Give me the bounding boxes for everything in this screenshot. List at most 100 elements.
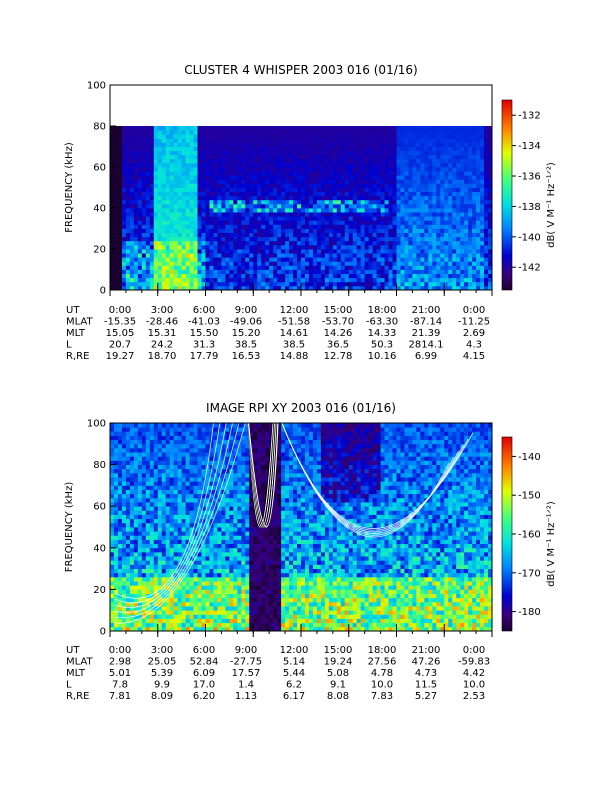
- ephemeris-row-label: MLAT: [66, 317, 93, 328]
- ephemeris-value: 31.3: [193, 340, 215, 351]
- ephemeris-value: 12:00: [280, 645, 309, 656]
- ephemeris-value: -28.46: [146, 317, 178, 328]
- colorbar-label: dB( V M⁻¹ Hz⁻¹ᐟ²): [546, 162, 557, 248]
- colorbar-tick-label: -142: [518, 263, 541, 274]
- ephemeris-row-label: L: [66, 340, 72, 351]
- ephemeris-row-label: MLT: [66, 328, 86, 339]
- y-tick-label: 0: [100, 627, 106, 638]
- ephemeris-value: 19.24: [324, 657, 353, 668]
- ephemeris-row-label: UT: [66, 305, 80, 316]
- ephemeris-value: 12.78: [324, 351, 353, 362]
- ephemeris-value: 16.53: [232, 351, 261, 362]
- ephemeris-value: 50.3: [371, 340, 393, 351]
- ephemeris-value: 21:00: [412, 305, 441, 316]
- ephemeris-value: 38.5: [235, 340, 257, 351]
- ephemeris-value: -49.06: [230, 317, 262, 328]
- ephemeris-value: 47.26: [412, 657, 441, 668]
- ephemeris-value: 4.15: [463, 351, 485, 362]
- spectrogram: [110, 126, 492, 290]
- ephemeris-value: 7.81: [109, 691, 131, 702]
- y-tick-label: 80: [93, 460, 106, 471]
- ephemeris-value: 15.05: [106, 328, 135, 339]
- ephemeris-value: 1.4: [238, 680, 254, 691]
- ephemeris-value: 4.73: [415, 668, 437, 679]
- ephemeris-value: 9:00: [235, 305, 257, 316]
- panel-2: IMAGE RPI XY 2003 016 (01/16)02040608010…: [64, 401, 557, 702]
- ephemeris-value: 21:00: [412, 645, 441, 656]
- ephemeris-value: 4.3: [466, 340, 482, 351]
- panel-title: CLUSTER 4 WHISPER 2003 016 (01/16): [184, 63, 417, 77]
- ephemeris-value: 0:00: [109, 305, 131, 316]
- colorbar-tick-label: -170: [518, 568, 541, 579]
- ephemeris-value: 6.99: [415, 351, 437, 362]
- ephemeris-value: 1.13: [235, 691, 257, 702]
- ephemeris-value: 8.08: [327, 691, 349, 702]
- ephemeris-value: 0:00: [463, 645, 485, 656]
- y-tick-label: 40: [93, 204, 106, 215]
- ephemeris-value: 6:00: [193, 305, 215, 316]
- panel-title: IMAGE RPI XY 2003 016 (01/16): [206, 401, 396, 415]
- ephemeris-value: 52.84: [190, 657, 219, 668]
- ephemeris-value: 0:00: [109, 645, 131, 656]
- ephemeris-value: 0:00: [463, 305, 485, 316]
- ephemeris-value: 14.61: [280, 328, 309, 339]
- ephemeris-value: 20.7: [109, 340, 131, 351]
- ephemeris-value: 5.08: [327, 668, 349, 679]
- colorbar-tick-label: -136: [518, 172, 541, 183]
- y-tick-label: 20: [93, 585, 106, 596]
- ephemeris-value: 15:00: [324, 305, 353, 316]
- ephemeris-value: 5.39: [151, 668, 173, 679]
- ephemeris-value: 8.09: [151, 691, 173, 702]
- y-tick-label: 100: [87, 81, 106, 92]
- y-tick-label: 60: [93, 163, 106, 174]
- ephemeris-row-label: UT: [66, 645, 80, 656]
- colorbar-tick-label: -134: [518, 141, 541, 152]
- ephemeris-value: 10.0: [463, 680, 485, 691]
- ephemeris-value: 17.57: [232, 668, 261, 679]
- ephemeris-value: 4.78: [371, 668, 393, 679]
- colorbar-tick-label: -160: [518, 530, 541, 541]
- y-tick-label: 20: [93, 245, 106, 256]
- y-axis-label: FREQUENCY (kHz): [64, 482, 75, 573]
- ephemeris-value: 12:00: [280, 305, 309, 316]
- ephemeris-value: 18:00: [368, 305, 397, 316]
- ephemeris-value: 6.17: [283, 691, 305, 702]
- ephemeris-value: 18:00: [368, 645, 397, 656]
- ephemeris-row-label: R,RE: [66, 691, 89, 702]
- ephemeris-value: 21.39: [412, 328, 441, 339]
- ephemeris-value: -87.14: [410, 317, 442, 328]
- ephemeris-value: -11.25: [458, 317, 490, 328]
- colorbar-tick-label: -132: [518, 111, 541, 122]
- y-tick-label: 60: [93, 502, 106, 513]
- ephemeris-value: 15:00: [324, 645, 353, 656]
- ephemeris-value: 7.8: [112, 680, 128, 691]
- ephemeris-value: 6.2: [286, 680, 302, 691]
- ephemeris-value: 24.2: [151, 340, 173, 351]
- y-tick-label: 80: [93, 122, 106, 133]
- ephemeris-row-label: R,RE: [66, 351, 89, 362]
- ephemeris-value: 17.0: [193, 680, 215, 691]
- panel-1: CLUSTER 4 WHISPER 2003 016 (01/16)020406…: [64, 63, 557, 362]
- ephemeris-value: 15.50: [190, 328, 219, 339]
- ephemeris-value: 5.27: [415, 691, 437, 702]
- ephemeris-value: -59.83: [458, 657, 490, 668]
- ephemeris-value: 14.26: [324, 328, 353, 339]
- ephemeris-value: 6.09: [193, 668, 215, 679]
- ephemeris-value: -63.30: [366, 317, 398, 328]
- colorbar-label: dB( V M⁻¹ Hz⁻¹ᐟ²): [546, 501, 557, 587]
- ephemeris-value: 27.56: [368, 657, 397, 668]
- ephemeris-row-label: MLAT: [66, 657, 93, 668]
- ephemeris-value: 3:00: [151, 645, 173, 656]
- ephemeris-value: 7.83: [371, 691, 393, 702]
- colorbar-tick-label: -150: [518, 491, 541, 502]
- spectrogram: [110, 423, 492, 631]
- ephemeris-value: 25.05: [148, 657, 177, 668]
- ephemeris-row-label: L: [66, 680, 72, 691]
- ephemeris-value: -27.75: [230, 657, 262, 668]
- ephemeris-value: 36.5: [327, 340, 349, 351]
- ephemeris-value: 17.79: [190, 351, 219, 362]
